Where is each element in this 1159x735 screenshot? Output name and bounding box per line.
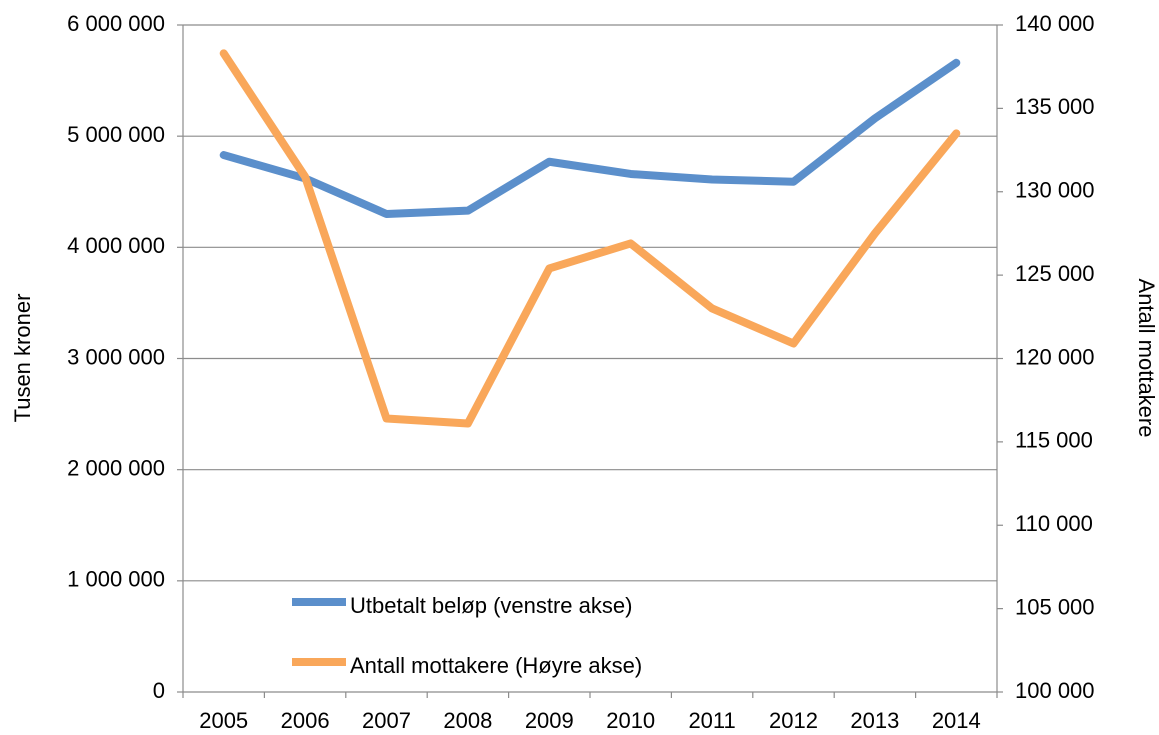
y2-tick-label: 105 000 [1015,594,1095,619]
x-tick-label: 2011 [688,708,735,733]
y-axis-title: Tusen kroner [10,294,35,423]
x-tick-label: 2006 [281,708,330,733]
y-tick-label: 5 000 000 [67,122,165,147]
x-tick-label: 2008 [443,708,492,733]
y-tick-label: 3 000 000 [67,344,165,369]
x-tick-label: 2007 [362,708,411,733]
y-tick-label: 2 000 000 [67,455,165,480]
y2-tick-label: 120 000 [1015,344,1095,369]
y-tick-label: 6 000 000 [67,11,165,36]
y-tick-label: 4 000 000 [67,233,165,258]
y2-tick-label: 115 000 [1015,428,1093,453]
y2-tick-label: 135 000 [1015,94,1095,119]
line-series [219,58,961,218]
x-tick-label: 2014 [932,708,981,733]
y2-tick-label: 100 000 [1015,678,1095,703]
legend-label: Antall mottakere (Høyre akse) [350,653,642,678]
legend-label: Utbetalt beløp (venstre akse) [350,593,632,618]
x-tick-label: 2009 [525,708,574,733]
y2-tick-label: 110 000 [1015,511,1093,536]
y2-tick-label: 140 000 [1015,11,1095,36]
y2-tick-label: 130 000 [1015,178,1095,203]
x-tick-label: 2010 [606,708,655,733]
line-series [219,49,961,428]
y2-tick-label: 125 000 [1015,261,1095,286]
x-tick-label: 2005 [199,708,248,733]
x-tick-label: 2012 [769,708,818,733]
y-tick-label: 0 [153,678,165,703]
x-tick-label: 2013 [850,708,899,733]
y2-axis-title: Antall mottakere [1134,279,1159,438]
y-tick-label: 1 000 000 [67,567,165,592]
